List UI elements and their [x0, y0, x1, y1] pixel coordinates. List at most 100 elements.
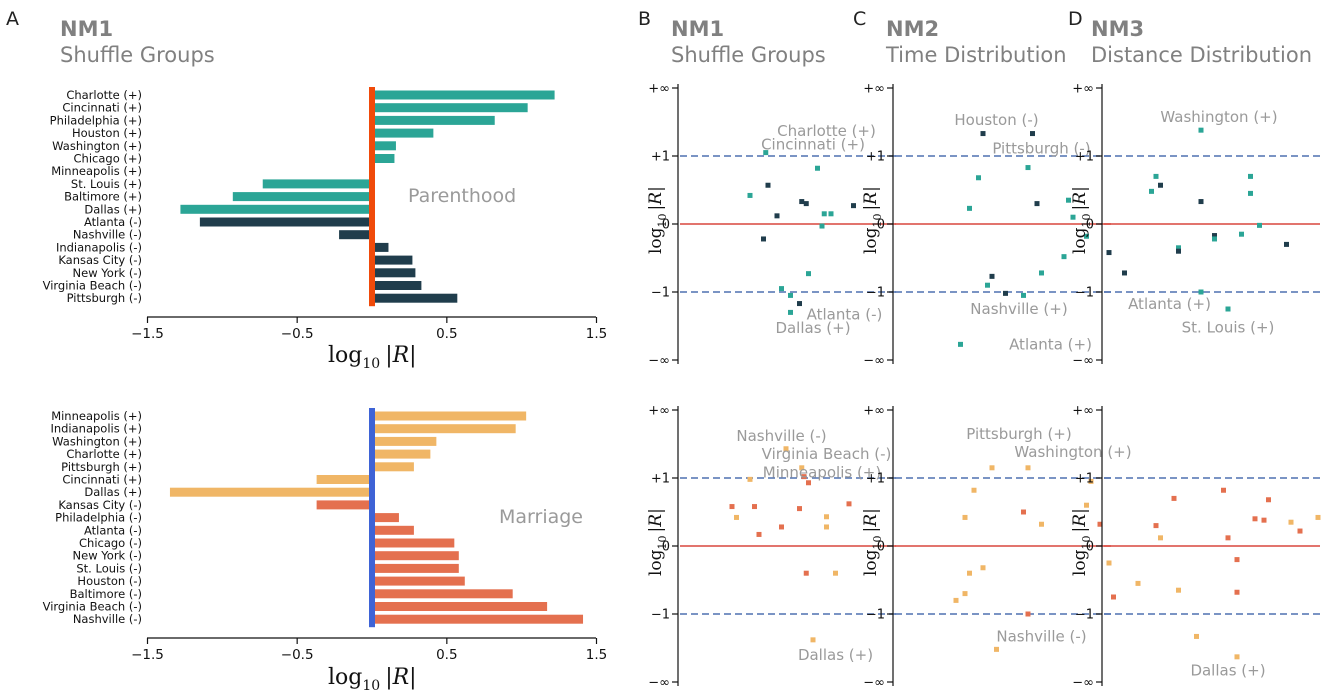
point-label: Nashville (-)	[736, 427, 826, 445]
bar	[372, 576, 465, 586]
point-label: Nashville (+)	[970, 300, 1067, 318]
bar	[372, 141, 396, 151]
data-point	[1111, 594, 1116, 600]
bar	[372, 436, 437, 446]
data-point	[779, 286, 784, 292]
category-label: Philadelphia (-)	[55, 511, 142, 525]
data-point	[1149, 188, 1154, 194]
point-label: Pittsburgh (-)	[992, 140, 1090, 158]
y-axis-label: log10 |R|	[646, 186, 669, 254]
category-label: Indianapolis (-)	[56, 240, 142, 254]
y-tick-label: 0	[662, 218, 670, 233]
data-point	[1234, 589, 1240, 595]
bar	[372, 563, 459, 573]
center-line	[369, 87, 375, 307]
data-point	[967, 570, 972, 576]
y-tick-label: −∞	[1072, 354, 1094, 369]
bar	[372, 602, 548, 611]
x-tick-label: 0.5	[436, 326, 457, 342]
ylabel-sub: 10	[871, 213, 884, 227]
data-point	[1198, 127, 1204, 133]
y-tick-label: +1	[1075, 150, 1094, 165]
category-label: Philadelphia (+)	[50, 113, 142, 127]
y-tick-label: +1	[651, 472, 670, 487]
data-point	[797, 301, 802, 307]
data-point	[980, 565, 986, 571]
data-point	[747, 476, 753, 482]
y-tick-label: 0	[662, 540, 670, 555]
data-point	[1021, 292, 1026, 298]
data-point	[1176, 248, 1181, 254]
y-tick-label: 0	[877, 540, 885, 555]
bar	[372, 411, 527, 421]
data-point	[1171, 495, 1177, 501]
bar	[199, 217, 372, 227]
data-point	[1225, 535, 1231, 541]
data-point	[985, 282, 990, 288]
category-label: Cincinnati (+)	[62, 473, 142, 487]
panel-c-title-1: NM2	[886, 17, 939, 41]
ylabel-log: log	[861, 227, 881, 254]
data-point	[1097, 521, 1103, 527]
y-tick-label: −1	[651, 608, 670, 623]
data-point	[1225, 306, 1231, 312]
ylabel-sub: 10	[656, 213, 669, 227]
data-point	[1039, 270, 1044, 276]
y-tick-label: −1	[1075, 608, 1094, 623]
bar	[316, 500, 372, 510]
data-point	[958, 341, 963, 347]
data-point	[989, 465, 995, 471]
category-label: Baltimore (-)	[70, 587, 142, 601]
data-point	[1239, 231, 1244, 237]
category-label: Baltimore (+)	[64, 190, 142, 204]
category-label: St. Louis (-)	[76, 561, 142, 575]
panel-b-title-1: NM1	[671, 17, 724, 41]
point-label: Minneapolis (+)	[763, 464, 881, 482]
bar	[372, 293, 458, 303]
data-point	[1025, 165, 1031, 171]
point-label: Dallas (+)	[1190, 661, 1265, 679]
bar	[372, 589, 513, 599]
ylabel-sub: 10	[1080, 535, 1093, 549]
y-tick-label: +1	[866, 150, 885, 165]
data-point	[1153, 523, 1159, 529]
y-tick-label: −∞	[1072, 676, 1094, 691]
data-point	[801, 474, 807, 480]
y-tick-label: +∞	[1072, 404, 1094, 419]
data-point	[779, 524, 784, 530]
bar	[372, 462, 414, 472]
data-point	[763, 150, 769, 156]
y-axis-label: log10 |R|	[1070, 186, 1093, 254]
data-point	[799, 465, 805, 471]
data-point	[1003, 290, 1008, 296]
y-tick-label: −∞	[863, 676, 885, 691]
data-point	[1198, 199, 1204, 205]
category-label: Houston (-)	[77, 574, 142, 588]
panel-d-title-2: Distance Distribution	[1091, 43, 1312, 67]
data-point	[752, 504, 757, 510]
xlabel-abs: |R|	[385, 665, 416, 690]
data-point	[819, 223, 825, 229]
category-label: Virginia Beach (-)	[43, 279, 142, 293]
y-tick-label: +1	[1075, 472, 1094, 487]
data-point	[799, 199, 805, 205]
y-tick-label: +∞	[648, 404, 670, 419]
y-tick-label: −1	[866, 286, 885, 301]
category-label: Virginia Beach (-)	[43, 600, 142, 614]
group-annotation: Marriage	[499, 506, 583, 528]
category-label: Minneapolis (+)	[51, 409, 142, 423]
category-label: Washington (+)	[52, 139, 142, 153]
point-label: Virginia Beach (-)	[762, 445, 892, 463]
data-point	[1021, 509, 1026, 515]
data-point	[1194, 633, 1199, 639]
data-point	[1297, 528, 1303, 534]
data-point	[810, 637, 816, 643]
category-label: Atlanta (-)	[84, 215, 142, 229]
panel-d-title-1: NM3	[1091, 17, 1144, 41]
category-label: Kansas City (-)	[58, 253, 142, 267]
panel-letter-d: D	[1068, 8, 1083, 30]
data-point	[1315, 514, 1321, 520]
category-label: Nashville (-)	[73, 612, 142, 626]
ylabel-abs: |R|	[646, 508, 666, 532]
category-label: Dallas (+)	[84, 202, 142, 216]
